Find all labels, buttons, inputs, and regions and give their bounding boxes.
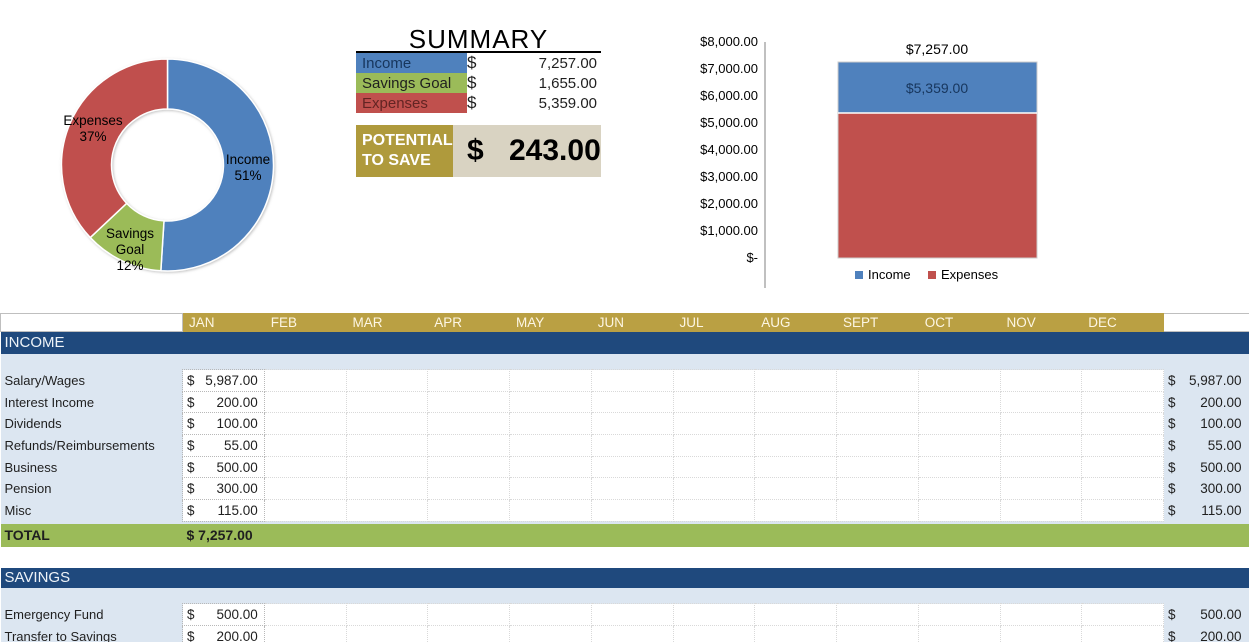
svg-text:Income: Income [226,152,270,167]
svg-text:$7,257.00: $7,257.00 [906,41,968,57]
svg-text:37%: 37% [79,129,106,144]
svg-text:$6,000.00: $6,000.00 [700,88,758,103]
svg-text:Goal: Goal [116,242,145,257]
svg-text:Expenses: Expenses [941,267,999,282]
svg-text:$-: $- [746,250,758,265]
svg-text:$5,359.00: $5,359.00 [906,80,968,96]
svg-text:$4,000.00: $4,000.00 [700,142,758,157]
svg-text:$7,000.00: $7,000.00 [700,61,758,76]
svg-text:$2,000.00: $2,000.00 [700,196,758,211]
svg-text:$1,000.00: $1,000.00 [700,223,758,238]
svg-text:$3,000.00: $3,000.00 [700,169,758,184]
svg-text:$8,000.00: $8,000.00 [700,34,758,49]
svg-text:Income: Income [868,267,911,282]
svg-text:51%: 51% [234,168,261,183]
svg-text:$5,000.00: $5,000.00 [700,115,758,130]
svg-text:Expenses: Expenses [63,113,123,128]
svg-text:12%: 12% [116,258,143,273]
svg-text:Savings: Savings [106,226,154,241]
